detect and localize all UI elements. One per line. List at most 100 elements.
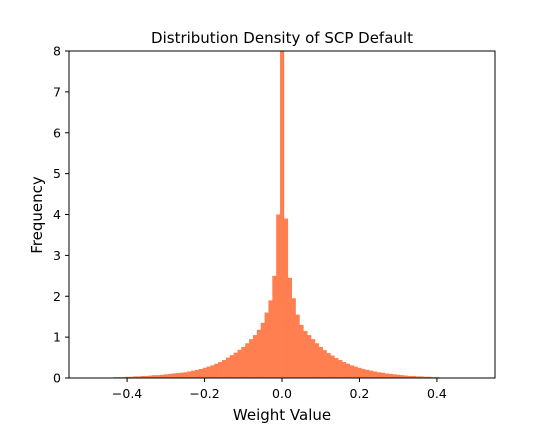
y-tick-label: 2 — [53, 289, 61, 304]
histogram-bar — [403, 375, 409, 378]
histogram-bar — [307, 335, 312, 378]
histogram-bar — [260, 322, 265, 378]
histogram-bar — [163, 374, 169, 378]
histogram-bar — [411, 375, 416, 378]
y-tick-label: 8 — [53, 44, 61, 59]
histogram-bar — [241, 346, 246, 378]
histogram-bar — [415, 376, 420, 378]
histogram-bar — [218, 362, 223, 378]
y-axis-ticks: 0 1 2 3 4 5 6 7 8 — [53, 44, 69, 386]
histogram-bar — [349, 365, 354, 378]
histogram-bar — [280, 51, 285, 378]
histogram-bar — [338, 360, 343, 378]
histogram-bar — [167, 373, 172, 378]
histogram-bar — [423, 376, 428, 378]
x-axis-ticks: −0.4 −0.2 0.0 0.2 0.4 — [112, 378, 447, 401]
histogram-bar — [129, 376, 134, 378]
histogram-bar — [287, 277, 292, 378]
histogram-bar — [187, 371, 192, 378]
x-tick-label: 0.0 — [272, 386, 292, 401]
histogram-bar — [291, 298, 296, 378]
histogram-bar — [407, 375, 413, 378]
histogram-bar — [214, 363, 219, 378]
y-axis-label: Frequency — [28, 176, 46, 254]
histogram-bar — [194, 369, 200, 378]
histogram-bar — [303, 330, 308, 378]
histogram-bar — [264, 312, 269, 378]
histogram-bar — [361, 369, 366, 378]
histogram-bar — [392, 374, 397, 378]
histogram-bar — [202, 367, 207, 378]
histogram-bar — [276, 214, 281, 378]
histogram-bar — [249, 339, 254, 378]
histogram-bar — [365, 369, 370, 378]
histogram-bar — [334, 357, 339, 378]
histogram-bar — [376, 372, 382, 378]
histogram-bar — [136, 376, 141, 378]
histogram-bar — [295, 314, 300, 378]
histogram-bar — [311, 339, 316, 378]
histogram-bar — [299, 324, 304, 378]
histogram-bar — [132, 376, 138, 378]
histogram-bar — [427, 376, 432, 378]
histogram-bar — [125, 376, 130, 378]
histogram-bar — [353, 366, 358, 378]
histogram-bar — [272, 275, 277, 378]
y-tick-label: 6 — [53, 125, 61, 140]
histogram-bar — [419, 376, 424, 378]
x-axis-label: Weight Value — [233, 406, 331, 424]
histogram-bar — [233, 352, 238, 378]
y-tick-label: 4 — [53, 207, 61, 222]
histogram-bar — [190, 370, 196, 378]
histogram-bar — [268, 300, 273, 378]
histogram-bar — [256, 329, 261, 378]
histogram-bar — [221, 360, 227, 378]
histogram-bar — [330, 355, 335, 378]
histogram-bar — [152, 375, 157, 378]
histogram-bar — [314, 343, 320, 378]
y-tick-label: 3 — [53, 248, 61, 263]
histogram-bar — [357, 367, 362, 378]
histogram-bar — [252, 335, 258, 378]
histogram-bar — [175, 373, 180, 378]
y-tick-label: 7 — [53, 84, 61, 99]
histogram-bar — [206, 366, 211, 378]
histogram-bar — [144, 375, 149, 378]
x-tick-label: 0.4 — [427, 386, 447, 401]
y-tick-label: 1 — [53, 330, 61, 345]
histogram-bar — [198, 369, 203, 378]
x-tick-label: 0.2 — [350, 386, 370, 401]
histogram-bar — [369, 370, 374, 378]
histogram-bar — [326, 353, 331, 378]
histogram-bar — [342, 362, 347, 378]
histogram-bar — [400, 375, 405, 378]
histogram-bar — [318, 346, 323, 378]
x-tick-label: −0.2 — [189, 386, 219, 401]
histogram-bar — [229, 355, 234, 378]
histogram-bar — [225, 357, 231, 378]
histogram-bar — [156, 375, 161, 378]
histogram-bar — [380, 372, 385, 378]
histogram-bar — [322, 350, 327, 378]
histogram-bar — [283, 218, 289, 378]
histogram-bar — [245, 343, 250, 378]
chart-title: Distribution Density of SCP Default — [151, 29, 413, 47]
histogram-bar — [388, 373, 393, 378]
y-tick-label: 0 — [53, 371, 61, 386]
histogram-bar — [140, 375, 145, 378]
histogram-bar — [148, 375, 153, 378]
histogram-bar — [160, 374, 165, 378]
histogram-bar — [171, 373, 176, 378]
histogram-bar — [384, 373, 389, 378]
x-tick-label: −0.4 — [112, 386, 142, 401]
histogram-bar — [345, 363, 351, 378]
histogram-bar — [237, 349, 242, 378]
histogram-bar — [210, 365, 215, 378]
histogram-bar — [183, 372, 188, 378]
y-tick-label: 5 — [53, 166, 61, 181]
histogram-bar — [396, 374, 401, 378]
histogram-bars — [105, 51, 447, 378]
histogram-bar — [373, 371, 378, 378]
histogram-bar — [179, 372, 184, 378]
